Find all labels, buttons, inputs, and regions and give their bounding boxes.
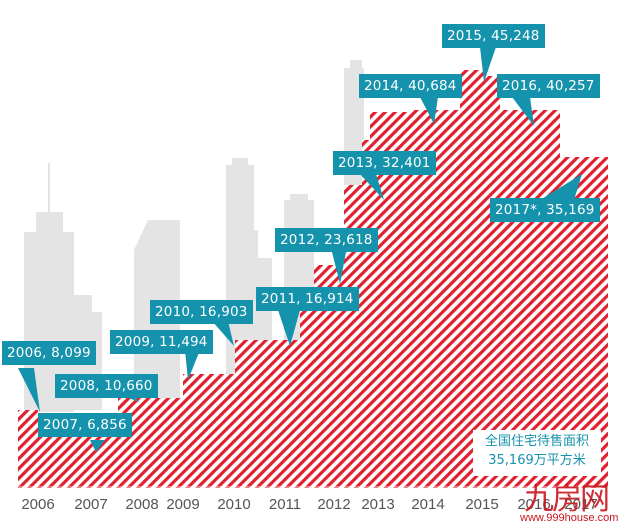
note-title: 全国住宅待售面积 (484, 434, 589, 449)
x-axis-label-2013: 2013 (361, 496, 395, 513)
x-axis-label-2010: 2010 (217, 496, 251, 513)
x-axis-label-2011: 2011 (268, 496, 302, 513)
callout-2014: 2014, 40,684 (359, 74, 462, 98)
x-axis-label-2017: 2017 (564, 496, 598, 513)
callout-2006: 2006, 8,099 (2, 341, 96, 365)
callout-2010: 2010, 16,903 (150, 300, 253, 324)
x-axis-label-2009: 2009 (166, 496, 200, 513)
callout-2012: 2012, 23,618 (275, 228, 378, 252)
logo-url: www.999house.com (520, 512, 619, 524)
logo-text: 九房网 (524, 482, 610, 517)
callout-2013: 2013, 32,401 (333, 151, 436, 175)
baseline (18, 486, 608, 488)
callout-2009: 2009, 11,494 (110, 330, 213, 354)
x-axis-label-2014: 2014 (411, 496, 445, 513)
watermark-logo: 九房网 www.999house.com (520, 480, 625, 526)
callout-2008: 2008, 10,660 (55, 374, 158, 398)
x-axis-label-2006: 2006 (21, 496, 55, 513)
hatched-area-series (18, 70, 608, 488)
callout-2011: 2011, 16,914 (256, 287, 359, 311)
callout-2016: 2016, 40,257 (497, 74, 600, 98)
total-area-note: 全国住宅待售面积 35,169万平方米 (473, 430, 601, 476)
x-axis-label-2015: 2015 (465, 496, 499, 513)
callout-2007: 2007, 6,856 (38, 413, 132, 437)
x-axis-label-2016: 2016 (517, 496, 551, 513)
x-axis-label-2012: 2012 (317, 496, 351, 513)
x-axis-label-2007: 2007 (74, 496, 108, 513)
note-value: 35,169万平方米 (488, 453, 586, 468)
callout-2017: 2017*, 35,169 (490, 198, 600, 222)
callout-2015: 2015, 45,248 (442, 24, 545, 48)
x-axis-label-2008: 2008 (125, 496, 159, 513)
